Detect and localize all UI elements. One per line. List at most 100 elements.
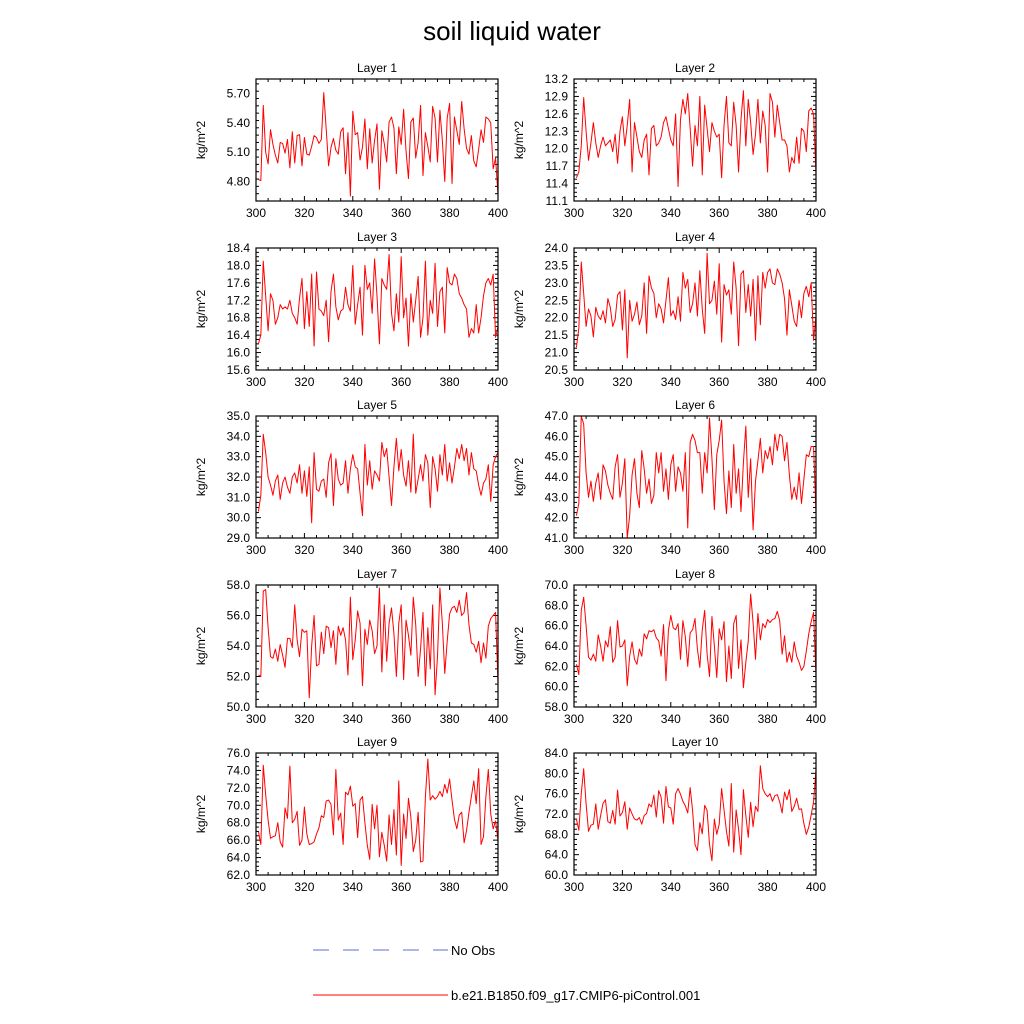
y-tick-label: 43.0	[545, 490, 569, 504]
x-tick-label: 340	[343, 206, 363, 220]
y-axis-label: kg/m^2	[194, 121, 208, 160]
panels-grid: Layer 1 kg/m^2 300 320 340 360 380 400 4.80 5.10 5…	[194, 61, 826, 894]
x-tick-label: 400	[488, 206, 508, 220]
x-tick-label: 360	[391, 375, 411, 389]
panel-layer-6: Layer 6 kg/m^2 300 320 340 360 380 400 41.0 42.0 4…	[512, 398, 826, 557]
x-tick-label: 320	[612, 206, 632, 220]
series-line	[575, 415, 817, 539]
x-tick-label: 300	[246, 880, 266, 894]
y-tick-label: 22.0	[545, 311, 569, 325]
x-tick-label: 360	[709, 712, 729, 726]
series-line	[575, 765, 817, 862]
x-tick-label: 400	[806, 543, 826, 557]
x-tick-label: 320	[612, 880, 632, 894]
x-tick-label: 360	[391, 206, 411, 220]
y-tick-label: 20.5	[545, 363, 569, 377]
y-tick-label: 42.0	[545, 511, 569, 525]
x-tick-label: 360	[709, 375, 729, 389]
y-tick-label: 17.2	[227, 293, 251, 307]
series-line	[575, 252, 817, 359]
x-tick-label: 320	[294, 543, 314, 557]
panel-layer-8: Layer 8 kg/m^2 300 320 340 360 380 400 58.0 60.0 6…	[512, 567, 826, 726]
legend-label: b.e21.B1850.f09_g17.CMIP6-piControl.001	[451, 988, 700, 1003]
y-tick-label: 34.0	[227, 429, 251, 443]
plot-frame	[255, 584, 499, 708]
x-tick-label: 380	[758, 206, 778, 220]
y-tick-label: 24.0	[545, 241, 569, 255]
y-tick-label: 22.5	[545, 293, 569, 307]
y-tick-label: 32.0	[227, 470, 251, 484]
panel-title: Layer 6	[675, 398, 715, 412]
y-tick-label: 64.0	[545, 639, 569, 653]
x-tick-label: 340	[343, 375, 363, 389]
y-tick-label: 54.0	[227, 639, 251, 653]
x-tick-label: 380	[758, 543, 778, 557]
x-tick-label: 320	[612, 712, 632, 726]
x-tick-label: 400	[488, 880, 508, 894]
series-line	[257, 758, 499, 866]
x-tick-label: 380	[758, 375, 778, 389]
y-tick-label: 11.4	[546, 177, 569, 191]
y-tick-label: 23.5	[545, 258, 569, 272]
plot-frame	[255, 78, 499, 202]
y-tick-label: 60.0	[545, 868, 569, 882]
panel-layer-10: Layer 10 kg/m^2 300 320 340 360 380 400 60.0 64.0…	[512, 735, 826, 894]
x-tick-label: 380	[440, 712, 460, 726]
x-tick-label: 360	[391, 880, 411, 894]
panel-layer-4: Layer 4 kg/m^2 300 320 340 360 380 400 20.5 21.0 2…	[512, 230, 826, 389]
x-tick-label: 300	[564, 543, 584, 557]
panel-title: Layer 7	[357, 567, 397, 581]
y-tick-label: 68.0	[545, 827, 569, 841]
y-tick-label: 23.0	[545, 276, 569, 290]
series-line	[257, 254, 499, 347]
y-tick-label: 68.0	[545, 598, 569, 612]
series-line	[575, 90, 817, 187]
y-axis-label: kg/m^2	[194, 627, 208, 666]
x-tick-label: 320	[294, 206, 314, 220]
y-tick-label: 5.70	[227, 87, 251, 101]
panel-layer-2: Layer 2 kg/m^2 300 320 340 360 380 400 11.1 11.4 1…	[512, 61, 826, 220]
x-tick-label: 300	[246, 712, 266, 726]
y-tick-label: 12.9	[545, 89, 569, 103]
x-tick-label: 300	[564, 880, 584, 894]
x-tick-label: 380	[440, 880, 460, 894]
series-line	[258, 587, 499, 699]
y-tick-label: 12.3	[545, 124, 569, 138]
x-tick-label: 400	[488, 712, 508, 726]
x-tick-label: 400	[488, 375, 508, 389]
figure-title: soil liquid water	[423, 16, 601, 46]
y-axis-label: kg/m^2	[194, 290, 208, 329]
y-tick-label: 33.0	[227, 450, 251, 464]
y-tick-label: 18.4	[227, 241, 251, 255]
series-line	[575, 593, 817, 689]
x-tick-label: 300	[564, 206, 584, 220]
y-tick-label: 56.0	[227, 609, 251, 623]
panel-title: Layer 4	[675, 230, 715, 244]
x-tick-label: 320	[294, 375, 314, 389]
x-tick-label: 380	[440, 543, 460, 557]
y-tick-label: 4.80	[227, 174, 251, 188]
x-tick-label: 360	[709, 543, 729, 557]
y-tick-label: 11.7	[546, 159, 569, 173]
x-tick-label: 300	[246, 375, 266, 389]
y-tick-label: 12.6	[545, 107, 569, 121]
y-tick-label: 70.0	[545, 578, 569, 592]
panel-layer-5: Layer 5 kg/m^2 300 320 340 360 380 400 29.0 30.0 3…	[194, 398, 508, 557]
y-tick-label: 5.40	[227, 116, 251, 130]
y-tick-label: 16.8	[227, 311, 251, 325]
panel-title: Layer 5	[357, 398, 397, 412]
x-tick-label: 340	[661, 543, 681, 557]
y-tick-label: 11.1	[546, 194, 569, 208]
panel-title: Layer 8	[675, 567, 715, 581]
panel-title: Layer 9	[357, 735, 397, 749]
y-tick-label: 72.0	[227, 781, 251, 795]
x-tick-label: 340	[661, 206, 681, 220]
x-tick-label: 320	[294, 712, 314, 726]
y-tick-label: 68.0	[227, 816, 251, 830]
x-tick-label: 360	[391, 712, 411, 726]
y-tick-label: 44.0	[545, 470, 569, 484]
y-tick-label: 52.0	[227, 670, 251, 684]
y-tick-label: 12.0	[545, 142, 569, 156]
y-tick-label: 80.0	[545, 766, 569, 780]
y-tick-label: 62.0	[227, 868, 251, 882]
